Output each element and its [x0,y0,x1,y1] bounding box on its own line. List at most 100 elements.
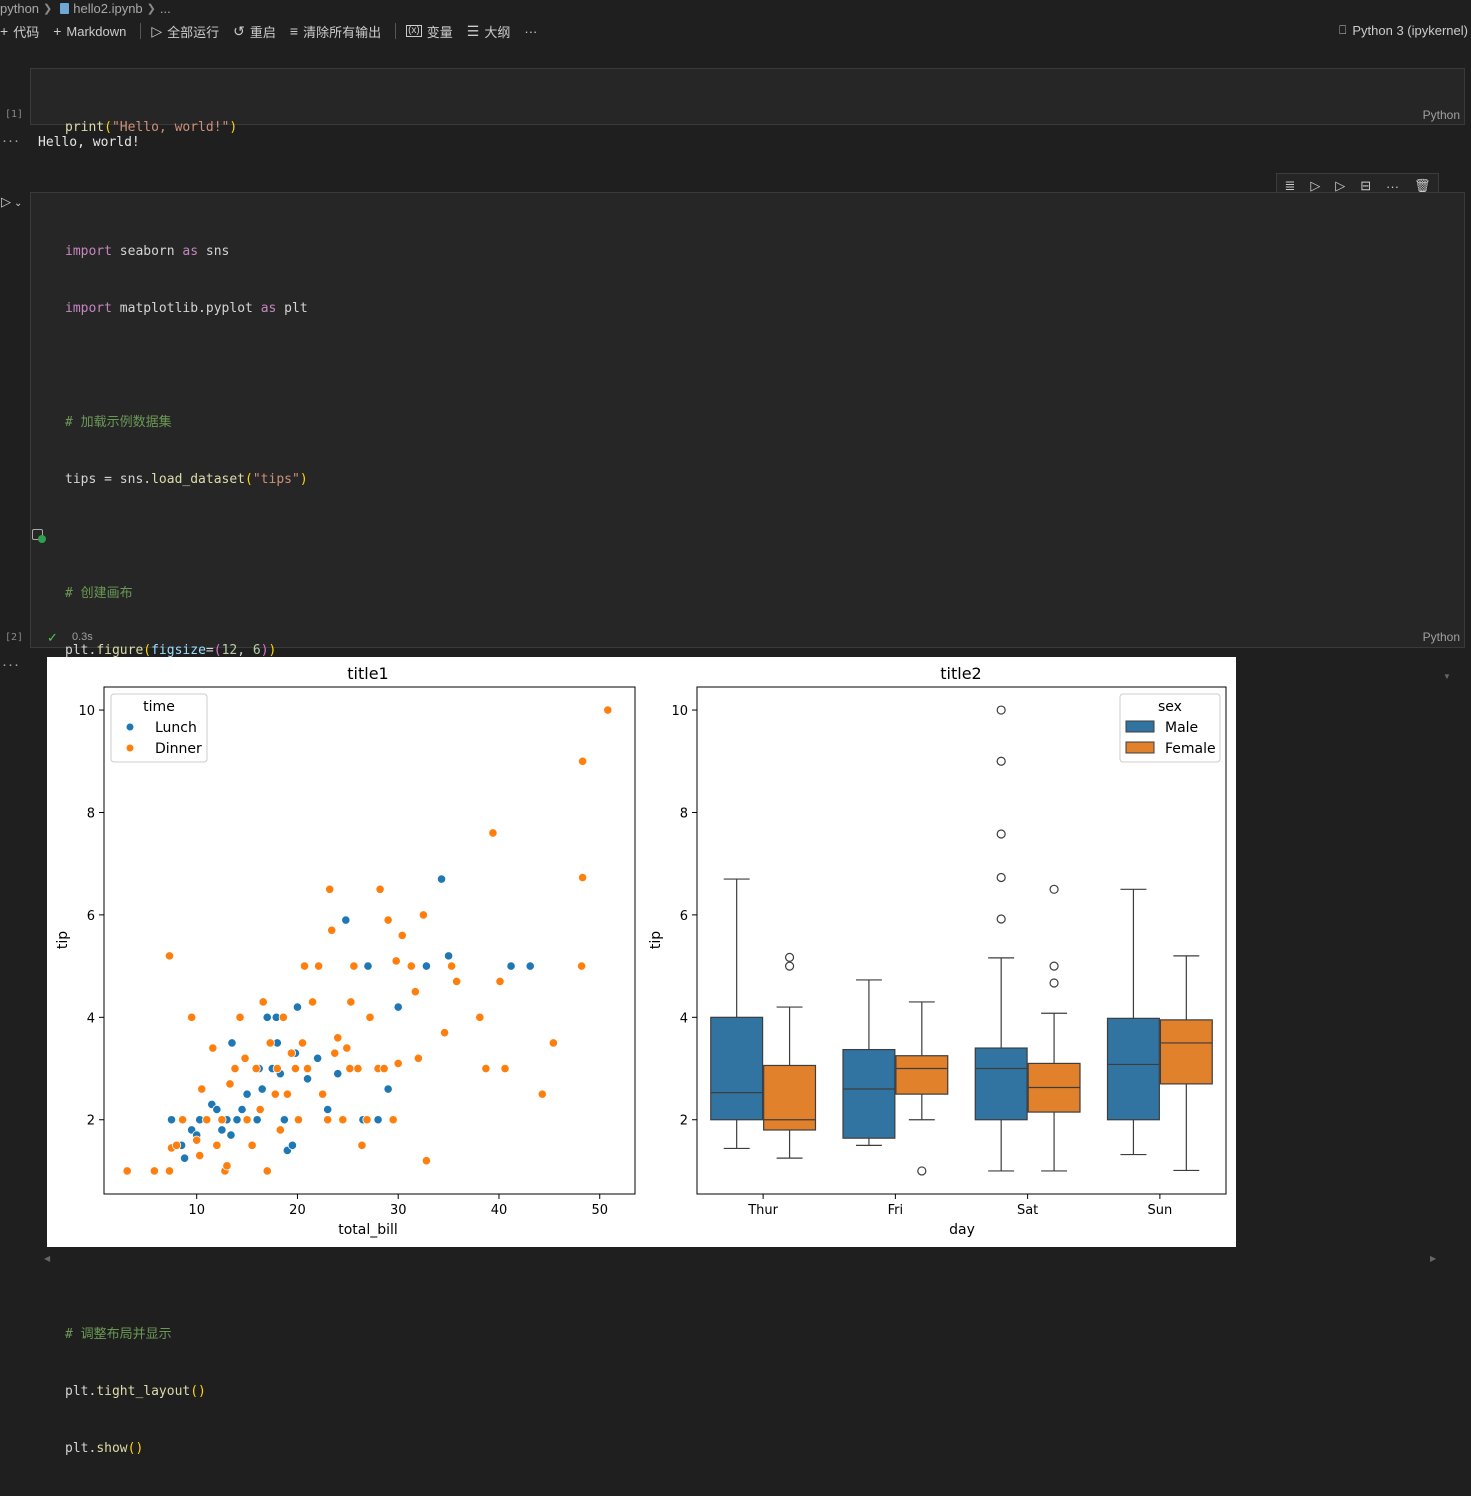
data-point-lunch [292,1002,303,1012]
data-point-lunch [212,1104,222,1115]
cell-language[interactable]: Python [1422,630,1460,644]
legend-box [110,693,208,763]
output-menu-button[interactable]: ··· [2,132,20,149]
more-icon[interactable]: ··· [1386,178,1400,194]
data-point-lunch [257,1084,267,1094]
data-point-dinner [122,1166,132,1176]
output-menu-button[interactable]: ··· [2,656,20,673]
plot-output: title1 10 20 30 40 50 2 4 6 8 10 total_bill tip t… [47,657,1236,1247]
data-point-dinner [208,1043,218,1053]
restart-button[interactable]: ↺ 重启 [233,22,276,41]
more-label: ··· [524,23,538,39]
data-point-dinner [314,961,324,971]
scroll-right-arrow[interactable]: ▶ [1430,1254,1437,1263]
y-axis-label: tip [648,931,664,949]
box-iqr [1106,1017,1160,1121]
data-point-dinner [475,1012,485,1022]
run-all-button[interactable]: ▷ 全部运行 [151,22,219,41]
run-by-line-icon[interactable]: ≣ [1284,178,1296,193]
lightbulb-icon[interactable] [32,529,46,543]
box-male-sun [1106,888,1160,1156]
delete-icon[interactable]: 🗑 [1413,178,1431,193]
execute-above-icon[interactable]: ▷ [1310,178,1321,193]
outline-button[interactable]: ☰ 大纲 [467,22,511,41]
scroll-left-arrow[interactable]: ◀ [44,1254,51,1263]
box-male-sat [974,705,1028,1172]
data-point-lunch [287,1140,298,1150]
data-point-lunch [506,961,516,971]
toolbar-divider [395,23,397,39]
data-point-dinner [576,961,587,971]
data-point-dinner [481,1063,491,1074]
legend-label-male: Male [1165,720,1198,736]
data-point-lunch [313,1053,323,1063]
add-code-button[interactable]: + 代码 [0,22,39,41]
plot-frame [696,686,1227,1195]
scroll-down-arrow[interactable]: ▼ [1443,672,1451,681]
variables-button[interactable]: (x) 变量 [406,22,453,41]
data-point-dinner [318,1089,328,1099]
run-cell-button[interactable]: ▷ ⌄ [1,194,23,209]
data-point-dinner [212,1140,222,1150]
data-point-lunch [227,1038,237,1048]
data-point-dinner [548,1038,558,1048]
x-tick-label: 50 [591,1203,608,1218]
y-tick-label: 4 [87,1011,95,1026]
data-point-dinner [488,828,498,838]
data-point-lunch [363,961,373,971]
legend-label-female: Female [1165,741,1216,757]
data-point-dinner [270,1089,280,1099]
kernel-picker[interactable]: ⎕ Python 3 (ipykernel) [1339,23,1468,38]
cell-language[interactable]: Python [1422,108,1460,122]
y-tick-label: 10 [671,704,688,719]
data-point-dinner [406,961,416,971]
data-point-dinner [282,1089,292,1099]
data-point-dinner [192,1135,202,1145]
data-point-dinner [439,1028,450,1038]
data-point-dinner [495,976,505,987]
x-tick-label: Sat [1017,1203,1038,1218]
x-tick-label: 20 [289,1203,306,1218]
data-point-dinner [240,1053,250,1063]
breadcrumb-more[interactable]: ... [159,0,171,16]
box-male-fri [842,979,896,1146]
y-tick-label: 2 [680,1114,688,1129]
data-point-dinner [578,872,588,883]
x-tick-label: Sun [1148,1203,1173,1218]
cell-output-text: Hello, world! [38,135,140,150]
add-markdown-button[interactable]: + Markdown [53,24,126,39]
split-cell-icon[interactable]: ⊟ [1360,178,1372,193]
chart-title: title2 [940,664,981,683]
more-actions-button[interactable]: ··· [524,24,537,39]
data-point-dinner [333,1033,343,1043]
breadcrumb-file[interactable]: hello2.ipynb [73,0,143,16]
data-point-dinner [195,1150,205,1161]
data-point-lunch [252,1115,262,1125]
box-iqr [1159,1019,1213,1085]
execute-below-icon[interactable]: ▷ [1335,178,1346,193]
data-point-dinner [307,997,318,1007]
data-point-dinner [342,1043,352,1053]
chevron-down-icon[interactable]: ⌄ [14,198,23,209]
code-editor[interactable]: print("Hello, world!") [65,120,238,135]
data-point-dinner [278,1012,288,1022]
clear-outputs-button[interactable]: ≡ 清除所有输出 [290,22,381,41]
success-check-icon: ✓ [47,630,58,645]
y-tick-label: 6 [680,909,688,924]
data-point-lunch [421,961,432,971]
data-point-dinner [149,1166,159,1176]
data-point-dinner [413,1053,423,1063]
data-point-dinner [258,997,268,1007]
outlier-point [996,914,1006,924]
code-cell-1[interactable]: print("Hello, world!") Python [30,68,1465,135]
code-cell-2[interactable]: import seaborn as sns import matplotlib.… [30,192,1465,1456]
data-point-dinner [251,1063,261,1074]
toolbar-divider [140,23,142,39]
data-point-lunch [436,874,447,884]
legend-marker-lunch [125,722,135,732]
breadcrumb-folder[interactable]: python [0,0,40,16]
outlier-point [996,872,1006,883]
data-point-dinner [388,1115,398,1125]
data-point-dinner [217,1115,227,1125]
data-point-dinner [345,1063,355,1074]
